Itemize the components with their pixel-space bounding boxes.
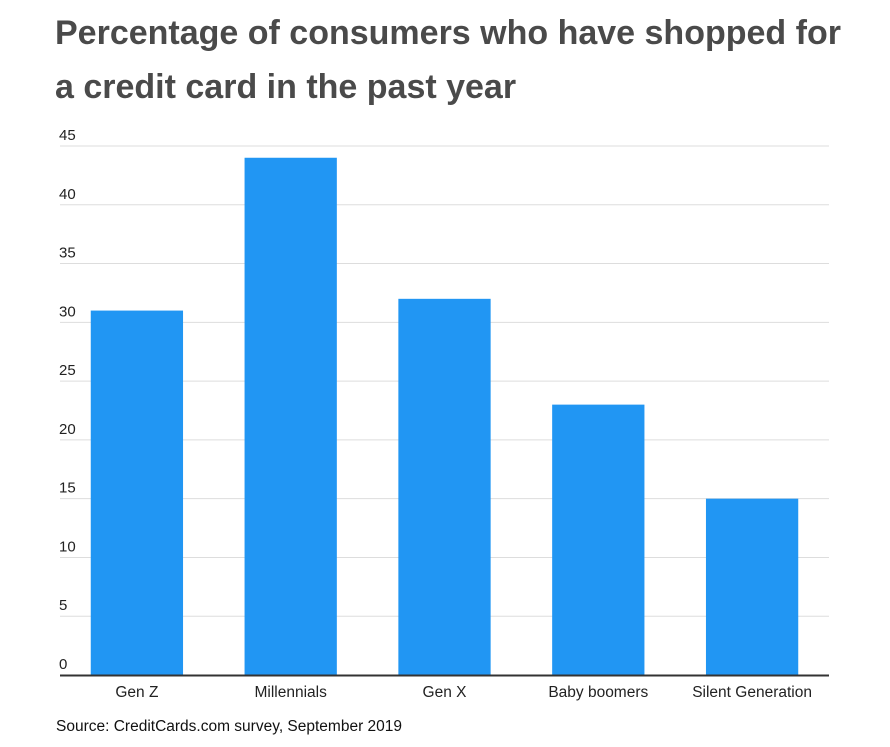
bar-millennials xyxy=(244,157,337,675)
y-tick-label-0: 0 xyxy=(59,656,67,673)
y-tick-label-40: 40 xyxy=(59,186,76,203)
bar-gen-z xyxy=(90,310,184,675)
bar-baby-boomers xyxy=(552,404,645,675)
y-tick-label-45: 45 xyxy=(59,127,76,144)
y-tick-label-35: 35 xyxy=(59,245,76,262)
bars xyxy=(90,157,799,675)
x-category-label: Gen Z xyxy=(115,684,158,701)
bar-gen-x xyxy=(398,298,491,675)
x-category-label: Millennials xyxy=(255,684,328,701)
y-axis-ticks: 0 5 10 15 20 25 30 35 40 45 xyxy=(59,127,76,673)
y-tick-label-20: 20 xyxy=(59,421,76,438)
x-category-label: Gen X xyxy=(423,684,468,701)
y-tick-label-25: 25 xyxy=(59,362,76,379)
y-tick-label-15: 15 xyxy=(59,480,76,497)
chart-title: Percentage of consumers who have shopped… xyxy=(55,14,841,106)
y-tick-label-5: 5 xyxy=(59,597,67,614)
y-tick-label-30: 30 xyxy=(59,303,76,320)
x-axis-labels: Gen Z Millennials Gen X Baby boomers Silent … xyxy=(115,684,812,701)
x-category-label: Silent Generation xyxy=(692,684,812,701)
bar-silent-generation xyxy=(705,498,799,675)
source-note: Source: CreditCards.com survey, Septembe… xyxy=(56,718,403,735)
y-tick-label-10: 10 xyxy=(59,538,76,555)
x-category-label: Baby boomers xyxy=(548,684,648,701)
